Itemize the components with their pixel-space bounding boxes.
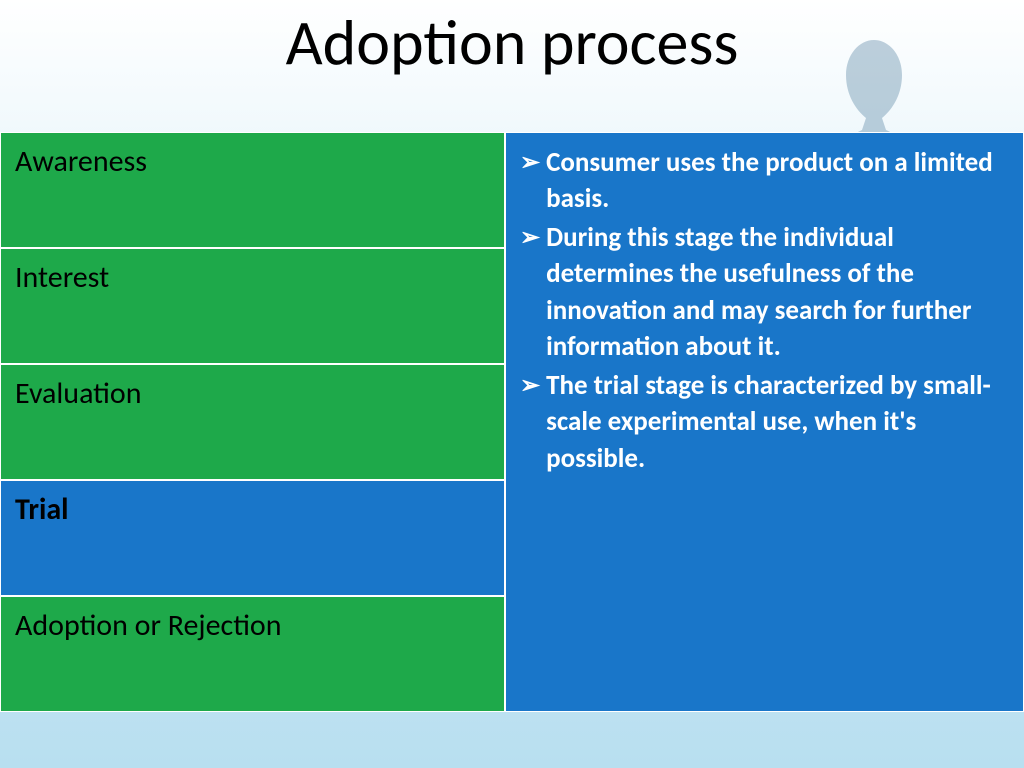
- stages-list: AwarenessInterestEvaluationTrialAdoption…: [0, 132, 505, 712]
- detail-bullet: ➢Consumer uses the product on a limited …: [520, 145, 1003, 218]
- bullet-text: Consumer uses the product on a limited b…: [546, 145, 1003, 218]
- stage-item[interactable]: Adoption or Rejection: [0, 596, 505, 712]
- stage-item[interactable]: Interest: [0, 248, 505, 364]
- bullet-text: The trial stage is characterized by smal…: [546, 368, 1003, 477]
- detail-bullet: ➢The trial stage is characterized by sma…: [520, 368, 1003, 477]
- detail-panel: ➢Consumer uses the product on a limited …: [505, 132, 1024, 712]
- bullet-arrow-icon: ➢: [520, 145, 540, 218]
- stage-item[interactable]: Awareness: [0, 132, 505, 248]
- stage-item[interactable]: Evaluation: [0, 364, 505, 480]
- bullet-text: During this stage the individual determi…: [546, 220, 1003, 366]
- stage-item[interactable]: Trial: [0, 480, 505, 596]
- detail-bullet: ➢During this stage the individual determ…: [520, 220, 1003, 366]
- slide-title: Adoption process: [0, 0, 1024, 82]
- bullet-arrow-icon: ➢: [520, 368, 540, 477]
- bullet-arrow-icon: ➢: [520, 220, 540, 366]
- content-area: AwarenessInterestEvaluationTrialAdoption…: [0, 132, 1024, 712]
